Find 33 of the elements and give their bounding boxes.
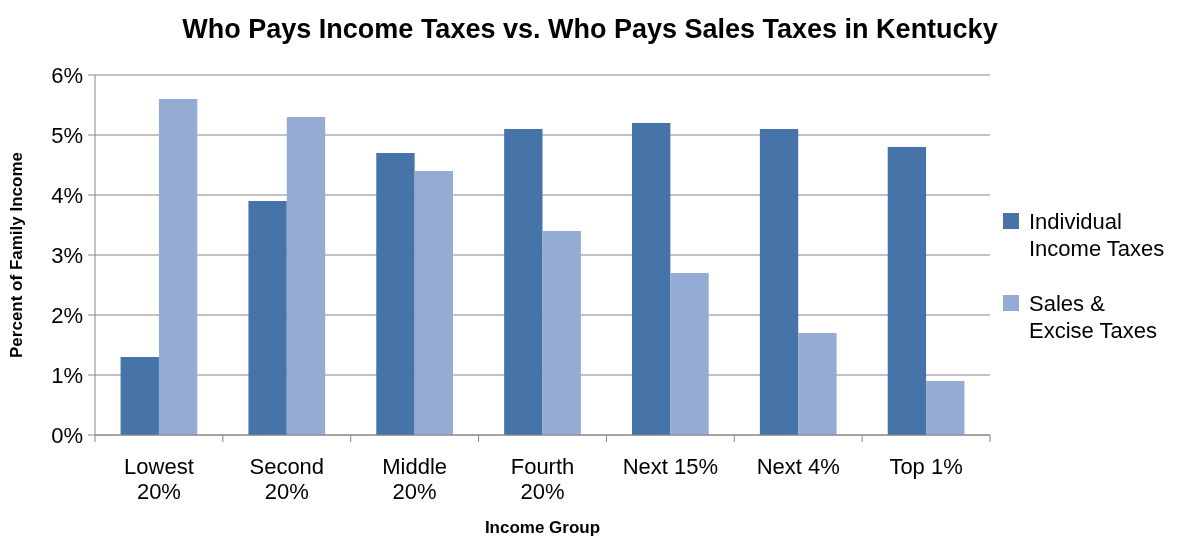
y-axis-title: Percent of Family Income — [7, 152, 26, 358]
bar — [798, 333, 837, 435]
bar — [376, 153, 415, 435]
y-tick-label: 0% — [51, 423, 83, 448]
x-tick-label: Second 20% — [249, 454, 325, 504]
legend-label: Sales & Excise Taxes — [1029, 291, 1157, 343]
x-tick-label: Middle 20% — [382, 454, 448, 504]
bar — [887, 147, 927, 435]
bar — [926, 381, 965, 435]
y-tick-label: 3% — [51, 243, 83, 268]
bar — [248, 201, 287, 435]
bar — [414, 171, 453, 435]
bar — [759, 129, 799, 435]
bar — [542, 231, 581, 435]
y-tick-label: 4% — [51, 183, 83, 208]
bar — [286, 117, 326, 435]
x-tick-label: Lowest 20% — [124, 454, 194, 504]
legend-label: Individual Income Taxes — [1029, 209, 1165, 261]
y-tick-label: 2% — [51, 303, 83, 328]
x-tick-label: Top 1% — [889, 454, 963, 479]
y-tick-label: 5% — [51, 123, 83, 148]
x-tick-label: Next 15% — [622, 454, 719, 479]
bar — [158, 99, 198, 435]
bar — [504, 129, 543, 435]
y-tick-label: 1% — [51, 363, 83, 388]
x-tick-label: Next 4% — [756, 454, 840, 479]
y-tick-label: 6% — [51, 63, 83, 88]
x-tick-label: Fourth 20% — [510, 454, 575, 504]
chart-title: Who Pays Income Taxes vs. Who Pays Sales Taxes in Kentucky — [182, 14, 998, 44]
bar — [632, 123, 671, 435]
bar — [670, 273, 709, 435]
bar — [120, 357, 159, 435]
x-axis-title: Income Group — [484, 518, 601, 537]
